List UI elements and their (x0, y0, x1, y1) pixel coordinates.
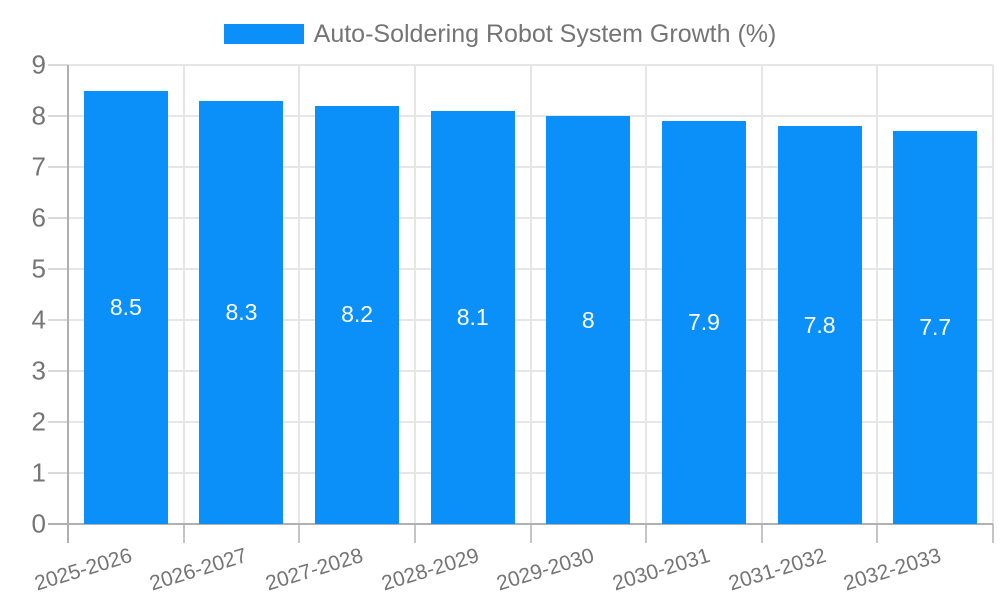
y-tick (48, 319, 68, 321)
legend-label: Auto-Soldering Robot System Growth (%) (313, 19, 777, 48)
y-axis-line (67, 65, 69, 543)
bar-value-label: 8.3 (225, 298, 258, 325)
x-gridline (529, 65, 532, 524)
x-tick (182, 524, 185, 543)
x-tick (298, 524, 301, 543)
legend[interactable]: Auto-Soldering Robot System Growth (%) (0, 14, 1000, 54)
bar: 8.2 (315, 105, 400, 524)
x-tick (413, 524, 416, 543)
y-tick-label: 0 (31, 508, 46, 539)
bar-value-label: 7.7 (919, 314, 952, 341)
x-tick (876, 524, 879, 543)
bar-value-label: 8.5 (109, 293, 142, 320)
x-gridline (760, 65, 763, 524)
x-tick (645, 524, 648, 543)
x-tick (760, 524, 763, 543)
y-tick (48, 472, 68, 474)
bar: 8.3 (199, 100, 284, 524)
y-tick-label: 2 (31, 406, 46, 437)
bar: 8.1 (430, 110, 515, 524)
x-axis-line (48, 523, 993, 525)
x-gridline (992, 65, 994, 524)
x-tick (992, 524, 994, 543)
x-gridline (182, 65, 185, 524)
y-tick (48, 64, 68, 66)
y-tick-label: 7 (31, 151, 46, 182)
bar: 7.9 (661, 121, 746, 524)
x-gridline (413, 65, 416, 524)
y-tick (48, 370, 68, 372)
bar: 8.5 (83, 90, 168, 524)
x-gridline (298, 65, 301, 524)
bar-value-label: 8 (581, 306, 595, 333)
y-tick-label: 1 (31, 457, 46, 488)
bar-value-label: 7.8 (803, 311, 836, 338)
legend-swatch-icon (223, 24, 304, 44)
y-tick (48, 166, 68, 168)
bar-value-label: 8.2 (341, 301, 374, 328)
bar: 7.8 (777, 126, 862, 524)
y-tick (48, 268, 68, 270)
bar: 8 (546, 116, 631, 524)
y-tick-label: 6 (31, 202, 46, 233)
y-tick-label: 3 (31, 355, 46, 386)
y-tick-label: 9 (31, 49, 46, 80)
y-tick-label: 5 (31, 253, 46, 284)
bar: 7.7 (893, 131, 978, 524)
y-tick (48, 115, 68, 117)
y-tick-label: 8 (31, 100, 46, 131)
x-gridline (645, 65, 648, 524)
bar-value-label: 7.9 (687, 309, 720, 336)
x-gridline (876, 65, 879, 524)
y-tick-label: 4 (31, 304, 46, 335)
x-tick (529, 524, 532, 543)
y-tick (48, 217, 68, 219)
y-tick (48, 421, 68, 423)
bar-value-label: 8.1 (456, 303, 489, 330)
